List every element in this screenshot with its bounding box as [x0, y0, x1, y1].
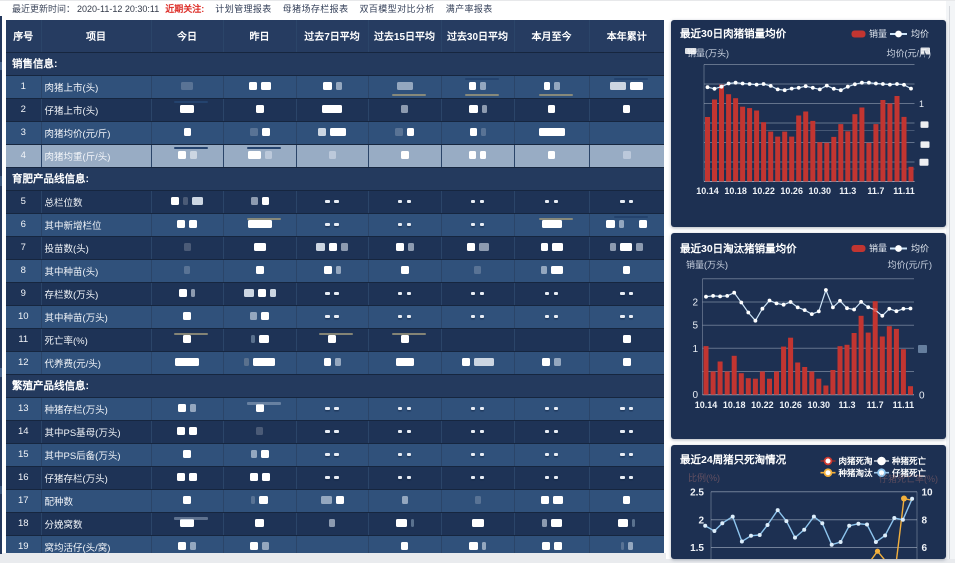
svg-text:10.18: 10.18 — [723, 400, 746, 410]
svg-text:6: 6 — [922, 543, 928, 554]
svg-text:仔猪死亡率(%): 仔猪死亡率(%) — [879, 473, 938, 484]
svg-text:10.26: 10.26 — [779, 400, 802, 410]
svg-text:11.11: 11.11 — [893, 400, 915, 410]
svg-text:10.30: 10.30 — [809, 186, 832, 196]
svg-text:10.14: 10.14 — [695, 400, 718, 410]
svg-text:销量: 销量 — [869, 28, 887, 39]
svg-text:1: 1 — [692, 344, 698, 355]
svg-text:销量: 销量 — [869, 243, 887, 254]
svg-text:11.3: 11.3 — [839, 186, 856, 196]
svg-text:10.30: 10.30 — [808, 400, 831, 410]
svg-text:0: 0 — [692, 390, 698, 401]
svg-text:均价(元/斤): 均价(元/斤) — [888, 259, 933, 270]
svg-text:仔猪死亡: 仔猪死亡 — [892, 468, 927, 478]
svg-text:10.14: 10.14 — [696, 186, 719, 196]
svg-text:均价: 均价 — [911, 28, 929, 39]
svg-text:2.5: 2.5 — [690, 487, 704, 498]
svg-text:11.7: 11.7 — [867, 186, 884, 196]
svg-text:10: 10 — [922, 487, 934, 498]
svg-text:最近24周猪只死淘情况: 最近24周猪只死淘情况 — [680, 453, 787, 466]
svg-text:均价: 均价 — [911, 243, 929, 254]
svg-text:11.7: 11.7 — [867, 400, 884, 410]
svg-text:最近30日淘汰猪销量均价: 最近30日淘汰猪销量均价 — [680, 242, 797, 255]
svg-text:2: 2 — [698, 515, 704, 526]
svg-text:11.11: 11.11 — [893, 186, 915, 196]
svg-text:种猪死亡: 种猪死亡 — [891, 456, 927, 466]
svg-text:1.5: 1.5 — [690, 543, 704, 554]
svg-text:11.3: 11.3 — [838, 400, 855, 410]
svg-text:10.26: 10.26 — [780, 186, 803, 196]
svg-text:5: 5 — [692, 321, 698, 332]
svg-text:8: 8 — [922, 515, 928, 526]
svg-text:肉猪死淘: 肉猪死淘 — [839, 456, 874, 466]
svg-text:10.22: 10.22 — [752, 186, 775, 196]
svg-text:1: 1 — [919, 99, 924, 109]
svg-text:均价(元/斤): 均价(元/斤) — [887, 48, 932, 59]
svg-text:最近30日肉猪销量均价: 最近30日肉猪销量均价 — [680, 27, 787, 40]
svg-text:10.18: 10.18 — [724, 186, 747, 196]
svg-text:种猪淘汰: 种猪淘汰 — [838, 468, 874, 478]
svg-text:销量(万头): 销量(万头) — [687, 48, 729, 59]
svg-text:比例(%): 比例(%) — [688, 472, 720, 483]
svg-text:2: 2 — [692, 298, 698, 309]
svg-text:0: 0 — [919, 391, 925, 402]
svg-text:10.22: 10.22 — [751, 400, 774, 410]
svg-text:销量(万头): 销量(万头) — [686, 259, 728, 270]
